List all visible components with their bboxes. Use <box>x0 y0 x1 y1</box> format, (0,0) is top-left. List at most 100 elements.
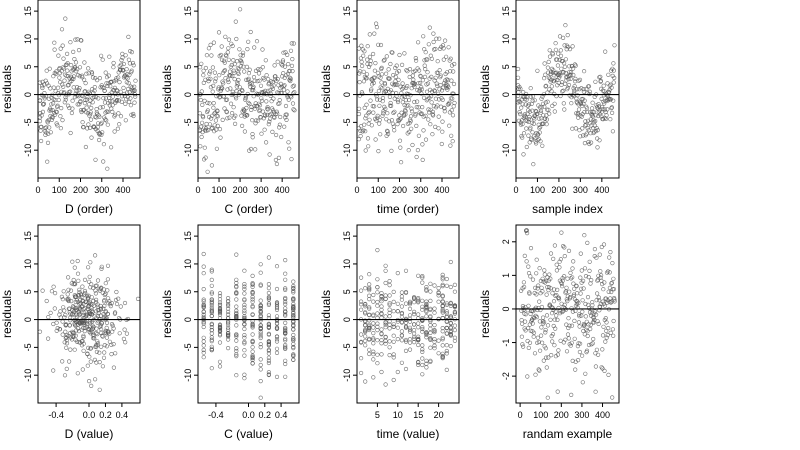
data-point <box>403 348 409 354</box>
data-point <box>610 327 616 332</box>
data-point <box>403 337 409 343</box>
data-point <box>381 111 386 116</box>
data-point <box>209 283 214 288</box>
data-point <box>412 99 417 105</box>
data-point <box>289 41 294 46</box>
data-point <box>102 115 107 120</box>
data-point <box>423 50 428 55</box>
data-point <box>124 331 129 336</box>
data-point <box>413 55 418 61</box>
data-point <box>384 71 389 76</box>
data-point <box>539 96 544 101</box>
data-point <box>109 79 114 84</box>
data-point <box>61 84 66 89</box>
data-point <box>602 101 607 106</box>
data-point <box>519 321 525 326</box>
data-point <box>222 68 228 73</box>
data-point <box>254 39 260 44</box>
data-point <box>387 293 392 298</box>
data-point <box>545 99 550 104</box>
data-point <box>532 351 538 356</box>
data-point <box>385 111 390 116</box>
data-point <box>577 77 583 82</box>
y-axis-title: residuals <box>0 290 14 338</box>
data-point <box>521 305 526 311</box>
data-point <box>255 118 261 123</box>
data-point <box>37 118 43 124</box>
data-point <box>127 61 132 66</box>
data-point <box>378 42 384 48</box>
data-point <box>412 309 417 315</box>
data-point <box>106 73 111 78</box>
data-point <box>543 84 548 89</box>
data-point <box>363 286 368 291</box>
data-point <box>266 370 272 375</box>
data-point <box>250 338 255 343</box>
x-tick-label: 200 <box>392 185 407 195</box>
data-point <box>524 231 530 236</box>
data-point <box>253 147 258 152</box>
data-point <box>220 86 225 91</box>
data-point <box>567 46 573 52</box>
data-point <box>235 80 240 85</box>
data-point <box>608 330 613 336</box>
data-point <box>440 119 445 124</box>
data-point <box>361 53 366 58</box>
data-point <box>97 324 103 330</box>
data-point <box>367 326 372 331</box>
data-point <box>254 91 259 96</box>
data-point <box>522 253 527 258</box>
x-tick-label: 400 <box>434 185 449 195</box>
data-point <box>290 84 295 89</box>
y-tick-label: 15 <box>183 231 193 241</box>
data-point <box>133 78 138 83</box>
data-point <box>403 366 409 372</box>
data-point <box>234 352 239 357</box>
data-point <box>541 358 546 363</box>
data-point <box>234 338 239 343</box>
data-point <box>452 309 458 315</box>
data-point <box>95 332 100 337</box>
data-point <box>101 306 106 311</box>
data-point <box>98 327 104 332</box>
data-point <box>452 323 458 328</box>
data-point <box>432 337 437 342</box>
data-point <box>94 106 99 112</box>
data-point <box>287 68 292 73</box>
data-point <box>602 280 607 285</box>
data-point <box>417 87 423 92</box>
data-point <box>111 60 116 66</box>
data-point <box>282 124 287 129</box>
data-point <box>367 297 372 302</box>
data-point <box>274 314 280 319</box>
data-point <box>555 63 561 68</box>
data-point <box>440 97 445 102</box>
data-point <box>444 351 449 356</box>
data-point <box>390 50 395 55</box>
data-point <box>448 320 453 326</box>
data-point <box>73 333 78 338</box>
data-point <box>217 302 223 307</box>
data-point <box>451 91 456 96</box>
data-point <box>230 43 235 49</box>
data-point <box>554 57 560 62</box>
data-point <box>552 101 557 106</box>
data-point <box>37 98 43 103</box>
data-point <box>291 304 296 309</box>
data-point <box>226 309 231 315</box>
data-point <box>94 77 100 83</box>
data-point <box>424 308 429 313</box>
data-point <box>597 108 602 113</box>
data-point <box>283 338 288 343</box>
data-point <box>233 121 238 126</box>
data-point <box>594 291 600 296</box>
data-point <box>551 299 557 304</box>
data-point <box>80 120 85 125</box>
data-point <box>549 77 554 83</box>
data-point <box>128 103 133 108</box>
data-point <box>447 100 452 105</box>
data-point <box>544 365 549 370</box>
x-tick-label: 200 <box>73 185 88 195</box>
data-point <box>379 315 384 320</box>
data-point <box>436 290 441 295</box>
